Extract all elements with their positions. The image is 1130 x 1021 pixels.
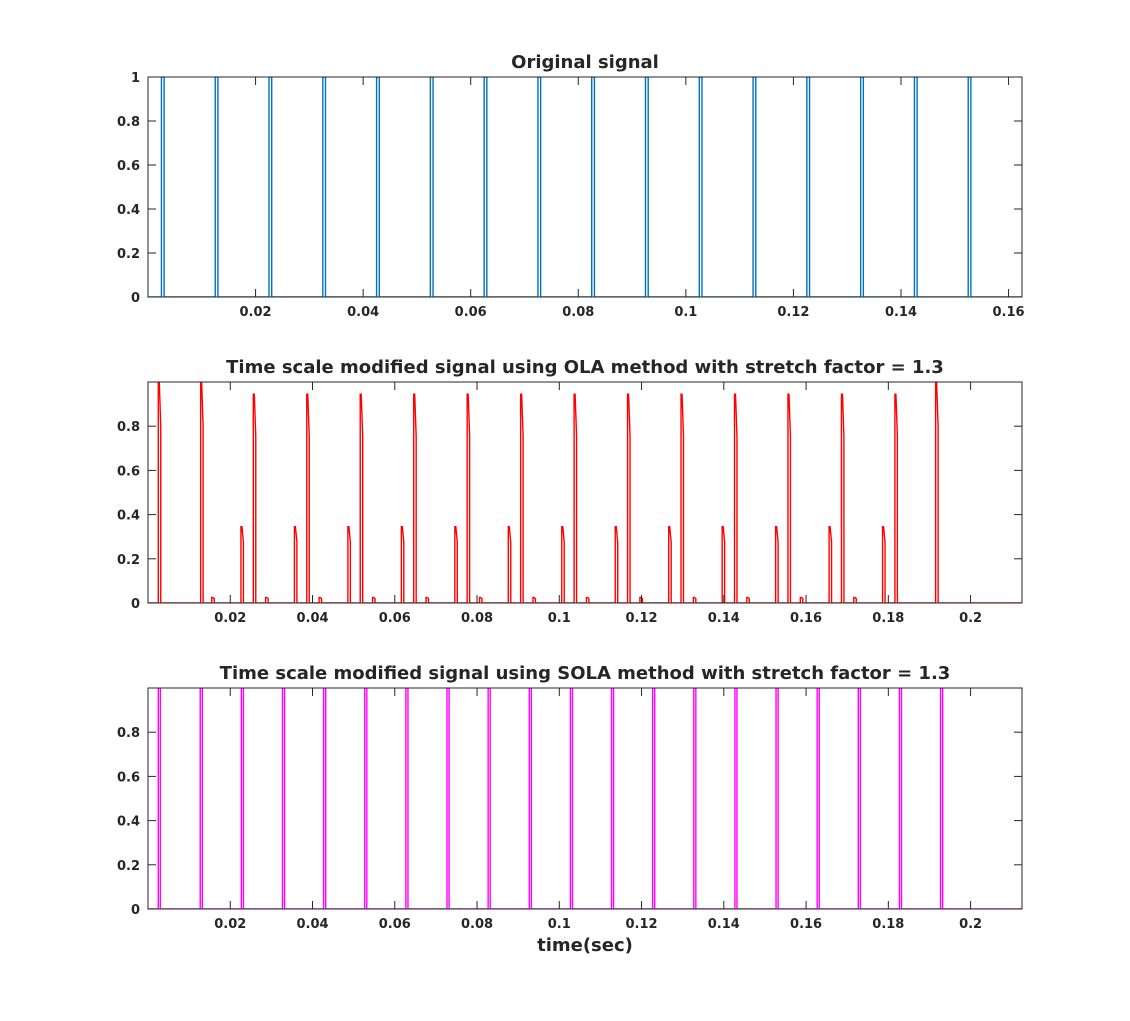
y-tick-label: 0.6 [117,770,140,785]
y-tick-label: 0 [131,903,140,918]
y-tick-label: 1 [131,71,140,86]
y-tick-label: 0.8 [117,115,140,130]
x-tick-label: 0.02 [214,917,246,932]
x-tick-label: 0.12 [626,917,658,932]
axes-box [147,687,1023,910]
x-tick-label: 0.1 [548,611,571,626]
x-tick-label: 0.2 [959,611,982,626]
x-tick-label: 0.18 [872,611,904,626]
y-tick-label: 0.4 [117,203,140,218]
signal-line [148,688,1022,909]
x-tick-label: 0.04 [296,611,328,626]
x-axis-label: time(sec) [537,935,633,956]
x-tick-label: 0.14 [885,305,917,320]
x-tick-label: 0.16 [790,917,822,932]
x-tick-label: 0.18 [872,917,904,932]
x-tick-label: 0.12 [626,611,658,626]
subplot-2: Time scale modified signal using OLA met… [117,357,1023,626]
x-tick-label: 0.14 [708,611,740,626]
y-tick-label: 0 [131,597,140,612]
x-tick-label: 0.2 [959,917,982,932]
y-tick-label: 0.8 [117,726,140,741]
subplot-title: Time scale modified signal using SOLA me… [220,663,951,684]
x-tick-label: 0.04 [296,917,328,932]
x-tick-label: 0.06 [379,611,411,626]
subplot-1: Original signal 0.02 0.04 0.06 0.08 0.1 0.12 0.… [117,52,1025,320]
x-tick-label: 0.06 [455,305,487,320]
y-tick-label: 0.6 [117,464,140,479]
y-tick-label: 0.2 [117,247,140,262]
axes-box [147,381,1023,604]
x-tick-label: 0.08 [562,305,594,320]
x-tick-label: 0.1 [674,305,697,320]
x-tick-label: 0.02 [214,611,246,626]
x-tick-label: 0.08 [461,917,493,932]
x-tick-label: 0.16 [790,611,822,626]
x-tick-label: 0.02 [240,305,272,320]
subplot-title: Original signal [511,52,659,73]
y-tick-label: 0.2 [117,553,140,568]
signal-line [148,382,1022,603]
y-tick-label: 0.6 [117,159,140,174]
signal-line [148,77,1022,297]
x-tick-label: 0.14 [708,917,740,932]
axes-box [147,76,1023,298]
y-tick-label: 0.4 [117,815,140,830]
x-tick-label: 0.08 [461,611,493,626]
y-tick-label: 0.2 [117,859,140,874]
y-tick-label: 0 [131,291,140,306]
x-tick-label: 0.04 [347,305,379,320]
x-tick-label: 0.16 [993,305,1025,320]
x-tick-label: 0.12 [777,305,809,320]
subplot-title: Time scale modified signal using OLA met… [226,357,944,378]
x-tick-label: 0.1 [548,917,571,932]
subplot-3: Time scale modified signal using SOLA me… [117,663,1023,956]
x-tick-label: 0.06 [379,917,411,932]
y-tick-label: 0.8 [117,420,140,435]
y-tick-label: 0.4 [117,509,140,524]
